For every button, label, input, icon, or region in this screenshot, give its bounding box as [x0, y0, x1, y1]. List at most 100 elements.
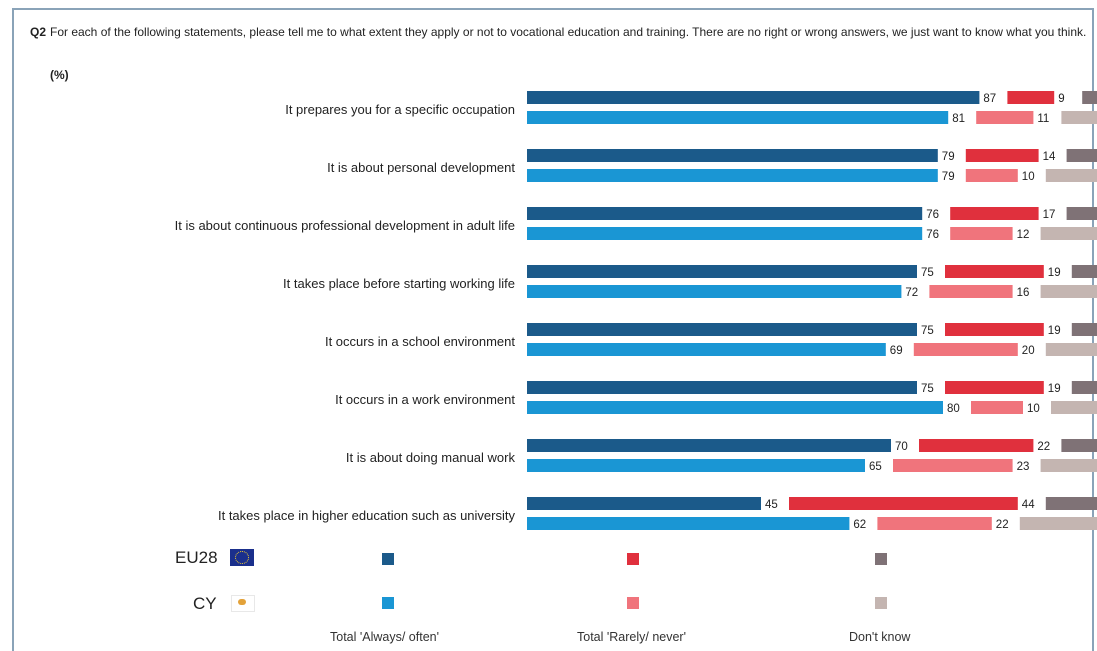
cy-dk-bar: [1051, 401, 1097, 414]
eu28-rarely-bar: [945, 265, 1044, 278]
cy-rarely-label: 10: [1027, 403, 1040, 415]
eu28-rarely-label: 19: [1048, 325, 1061, 337]
cy-always-label: 81: [952, 113, 965, 125]
cy-always-bar: [527, 459, 865, 472]
eu28-always-label: 70: [895, 441, 908, 453]
statement-label: It occurs in a school environment: [325, 334, 515, 349]
eu28-always-label: 76: [926, 209, 939, 221]
cy-rarely-bar: [913, 343, 1018, 356]
cy-dk-bar: [1040, 285, 1097, 298]
legend-label-dont-know: Don't know: [849, 630, 911, 644]
cy-always-label: 80: [947, 403, 960, 415]
cy-rarely-label: 11: [1037, 113, 1049, 125]
eu28-dk-bar: [1061, 439, 1097, 452]
eu28-rarely-label: 19: [1048, 267, 1061, 279]
eu28-rarely-label: 17: [1043, 209, 1056, 221]
eu28-rarely-label: 9: [1058, 93, 1064, 105]
cy-always-bar: [527, 401, 943, 414]
legend-swatch-cy-rarely: [627, 597, 639, 609]
cy-always-label: 65: [869, 461, 882, 473]
eu28-always-bar: [527, 381, 917, 394]
cy-always-label: 72: [905, 287, 918, 299]
cy-always-label: 69: [890, 345, 903, 357]
cy-always-bar: [527, 517, 850, 530]
eu28-dk-bar: [1082, 91, 1097, 104]
cy-rarely-label: 16: [1017, 287, 1030, 299]
cy-always-label: 62: [853, 519, 866, 531]
eu28-rarely-bar: [950, 207, 1039, 220]
eu28-dk-bar: [1066, 149, 1097, 162]
cy-rarely-label: 22: [996, 519, 1009, 531]
cy-rarely-bar: [893, 459, 1013, 472]
legend-swatch-eu-always: [382, 553, 394, 565]
cy-dk-bar: [1040, 459, 1097, 472]
eu28-rarely-bar: [919, 439, 1034, 452]
eu28-always-bar: [527, 207, 923, 220]
eu28-always-label: 75: [921, 325, 934, 337]
eu28-rarely-bar: [1007, 91, 1055, 104]
statement-label: It takes place in higher education such …: [218, 508, 516, 523]
cy-dk-bar: [1040, 227, 1097, 240]
cy-dk-bar: [1061, 111, 1097, 124]
legend-swatch-eu-rarely: [627, 553, 639, 565]
cy-rarely-bar: [929, 285, 1013, 298]
eu28-rarely-label: 19: [1048, 383, 1061, 395]
statement-label: It prepares you for a specific occupatio…: [285, 102, 515, 117]
cy-dk-bar: [1045, 169, 1097, 182]
eu28-rarely-bar: [945, 323, 1044, 336]
question-text: For each of the following statements, pl…: [50, 25, 1087, 39]
cy-rarely-bar: [976, 111, 1034, 124]
cy-rarely-bar: [971, 401, 1023, 414]
cy-always-bar: [527, 111, 949, 124]
cy-rarely-bar: [877, 517, 992, 530]
statement-label: It is about doing manual work: [346, 450, 516, 465]
eu28-always-label: 79: [942, 151, 955, 163]
legend-swatch-cy-always: [382, 597, 394, 609]
cyprus-flag-icon: [231, 595, 255, 612]
cy-always-bar: [527, 285, 902, 298]
eu28-dk-bar: [1071, 381, 1097, 394]
cy-always-bar: [527, 169, 938, 182]
eu28-dk-bar: [1071, 323, 1097, 336]
cy-rarely-label: 20: [1022, 345, 1035, 357]
cy-rarely-label: 12: [1017, 229, 1030, 241]
eu28-dk-bar: [1066, 207, 1097, 220]
cy-dk-bar: [1019, 517, 1097, 530]
cy-rarely-bar: [950, 227, 1013, 240]
unit-label: (%): [50, 68, 69, 82]
legend-swatch-cy-dk: [875, 597, 887, 609]
cy-always-label: 76: [926, 229, 939, 241]
eu28-always-label: 75: [921, 383, 934, 395]
cy-always-label: 79: [942, 171, 955, 183]
cy-dk-bar: [1045, 343, 1097, 356]
statement-label: It is about personal development: [327, 160, 515, 175]
cy-rarely-label: 23: [1017, 461, 1030, 473]
eu28-always-bar: [527, 323, 917, 336]
eu28-rarely-bar: [789, 497, 1018, 510]
eu28-always-bar: [527, 439, 891, 452]
cy-rarely-bar: [965, 169, 1018, 182]
question-number: Q2: [30, 25, 47, 39]
eu28-always-bar: [527, 149, 938, 162]
eu28-always-bar: [527, 497, 761, 510]
legend-label-rarely: Total 'Rarely/ never': [577, 630, 686, 644]
legend-country-eu28: EU28: [175, 548, 218, 567]
statement-label: It takes place before starting working l…: [283, 276, 515, 291]
eu-flag-icon: [230, 549, 254, 566]
legend-label-always: Total 'Always/ often': [330, 630, 439, 644]
cy-always-bar: [527, 343, 886, 356]
statement-label: It occurs in a work environment: [335, 392, 515, 407]
eu28-rarely-bar: [945, 381, 1044, 394]
statement-label: It is about continuous professional deve…: [175, 218, 515, 233]
eu28-always-label: 75: [921, 267, 934, 279]
eu28-always-bar: [527, 91, 980, 104]
eu28-rarely-label: 22: [1037, 441, 1050, 453]
eu28-always-label: 45: [765, 499, 778, 511]
eu28-rarely-label: 14: [1043, 151, 1056, 163]
eu28-rarely-bar: [965, 149, 1039, 162]
bar-chart: It prepares you for a specific occupatio…: [175, 91, 1097, 531]
eu28-always-bar: [527, 265, 917, 278]
cy-rarely-label: 10: [1022, 171, 1035, 183]
eu28-dk-bar: [1045, 497, 1097, 510]
cy-always-bar: [527, 227, 923, 240]
